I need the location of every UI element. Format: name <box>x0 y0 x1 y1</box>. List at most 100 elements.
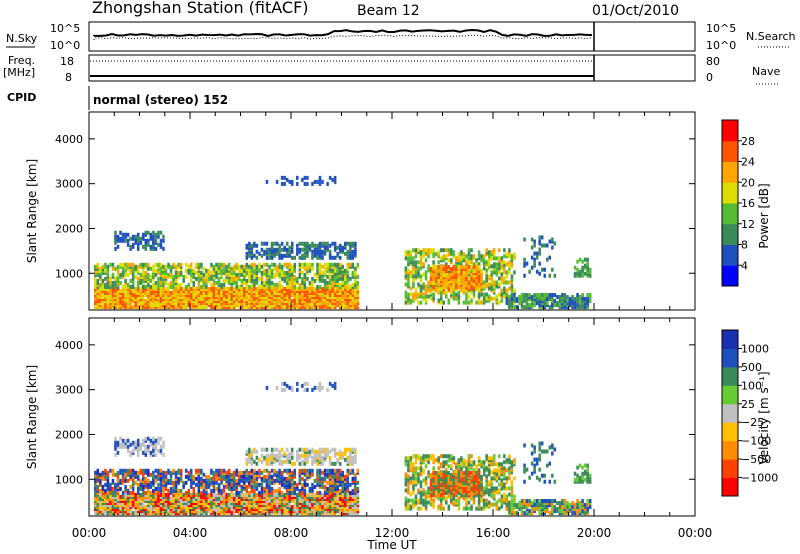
power-cell <box>288 268 291 273</box>
velocity-cell <box>164 480 168 485</box>
velocity-cell <box>321 496 324 501</box>
velocity-cell <box>114 440 117 445</box>
velocity-cell <box>96 472 100 477</box>
velocity-cell <box>298 447 302 452</box>
power-cell <box>172 299 175 304</box>
power-cell <box>227 295 231 300</box>
velocity-cell <box>270 461 274 466</box>
power-cell <box>99 305 102 310</box>
power-cell <box>164 295 168 300</box>
power-cell <box>114 246 117 251</box>
velocity-cell <box>253 507 256 512</box>
power-cell <box>586 269 589 274</box>
velocity-cell <box>351 480 355 485</box>
power-cell <box>225 299 228 304</box>
velocity-cell <box>207 509 211 514</box>
power-cell <box>439 285 443 290</box>
power-cell <box>172 262 175 267</box>
power-cell <box>157 286 160 291</box>
velocity-cell <box>263 478 266 483</box>
velocity-cell <box>149 440 153 445</box>
power-cell <box>197 297 201 302</box>
power-cell <box>200 284 203 289</box>
power-cell <box>323 288 327 293</box>
power-cell <box>351 299 355 304</box>
power-cell <box>293 290 297 295</box>
power-cell <box>308 280 312 285</box>
power-cell <box>104 268 107 273</box>
power-cell <box>341 286 344 291</box>
power-cell <box>139 303 142 308</box>
power-cell <box>96 305 100 310</box>
velocity-cell <box>174 496 178 501</box>
power-cell <box>318 286 322 291</box>
velocity-cell <box>179 505 183 510</box>
power-cell <box>341 297 344 302</box>
velocity-cell <box>202 478 206 483</box>
power-cell <box>169 295 173 300</box>
power-cell <box>280 255 284 260</box>
power-cell <box>455 264 458 269</box>
power-cell <box>316 245 319 250</box>
velocity-cell <box>232 484 236 489</box>
velocity-cell <box>316 496 319 501</box>
power-cell <box>331 295 334 300</box>
velocity-cell <box>333 478 337 483</box>
velocity-cell <box>296 503 299 508</box>
power-cell <box>331 282 334 287</box>
power-cell <box>280 270 284 275</box>
power-cell <box>114 236 117 241</box>
power-cell <box>576 297 579 302</box>
power-cell <box>530 245 534 250</box>
power-cell <box>283 288 286 293</box>
velocity-cell <box>212 472 216 477</box>
velocity-cell <box>134 505 137 510</box>
velocity-cell <box>243 476 246 481</box>
power-cell <box>313 278 317 283</box>
power-cell <box>419 278 423 283</box>
velocity-cell <box>285 486 289 491</box>
power-cell <box>457 300 461 305</box>
power-cell <box>147 299 150 304</box>
velocity-cell <box>253 511 256 516</box>
velocity-cell <box>248 511 251 516</box>
velocity-cell <box>144 446 148 451</box>
velocity-cell <box>235 478 238 483</box>
power-cell <box>245 293 249 298</box>
power-cell <box>124 305 127 310</box>
power-cell <box>159 299 163 304</box>
power-cell <box>275 266 279 271</box>
velocity-cell <box>298 470 302 475</box>
velocity-cell <box>270 457 274 462</box>
power-cell <box>566 301 569 306</box>
velocity-cell <box>260 511 264 516</box>
velocity-cell <box>255 492 259 497</box>
velocity-cell <box>248 480 251 485</box>
velocity-cell <box>227 470 231 475</box>
power-cell <box>296 295 299 300</box>
power-cell <box>525 301 529 306</box>
power-cell <box>480 277 483 282</box>
velocity-cell <box>174 488 178 493</box>
velocity-cell <box>114 503 117 508</box>
velocity-cell <box>331 474 334 479</box>
power-cell <box>419 256 423 261</box>
velocity-cell <box>273 503 276 508</box>
velocity-cell <box>331 470 334 475</box>
power-cell <box>202 299 206 304</box>
velocity-cell <box>293 490 297 495</box>
power-cell <box>326 241 329 246</box>
velocity-cell <box>94 482 97 487</box>
velocity-cell <box>101 486 105 491</box>
power-cell <box>346 299 350 304</box>
power-cell <box>427 268 430 273</box>
power-cell <box>149 286 153 291</box>
velocity-cell <box>321 476 324 481</box>
velocity-cell <box>129 490 132 495</box>
velocity-cell <box>179 478 183 483</box>
power-cell <box>248 278 251 283</box>
power-cell <box>412 264 415 269</box>
power-cell <box>131 236 135 241</box>
power-cell <box>551 293 554 298</box>
velocity-cell <box>159 507 163 512</box>
